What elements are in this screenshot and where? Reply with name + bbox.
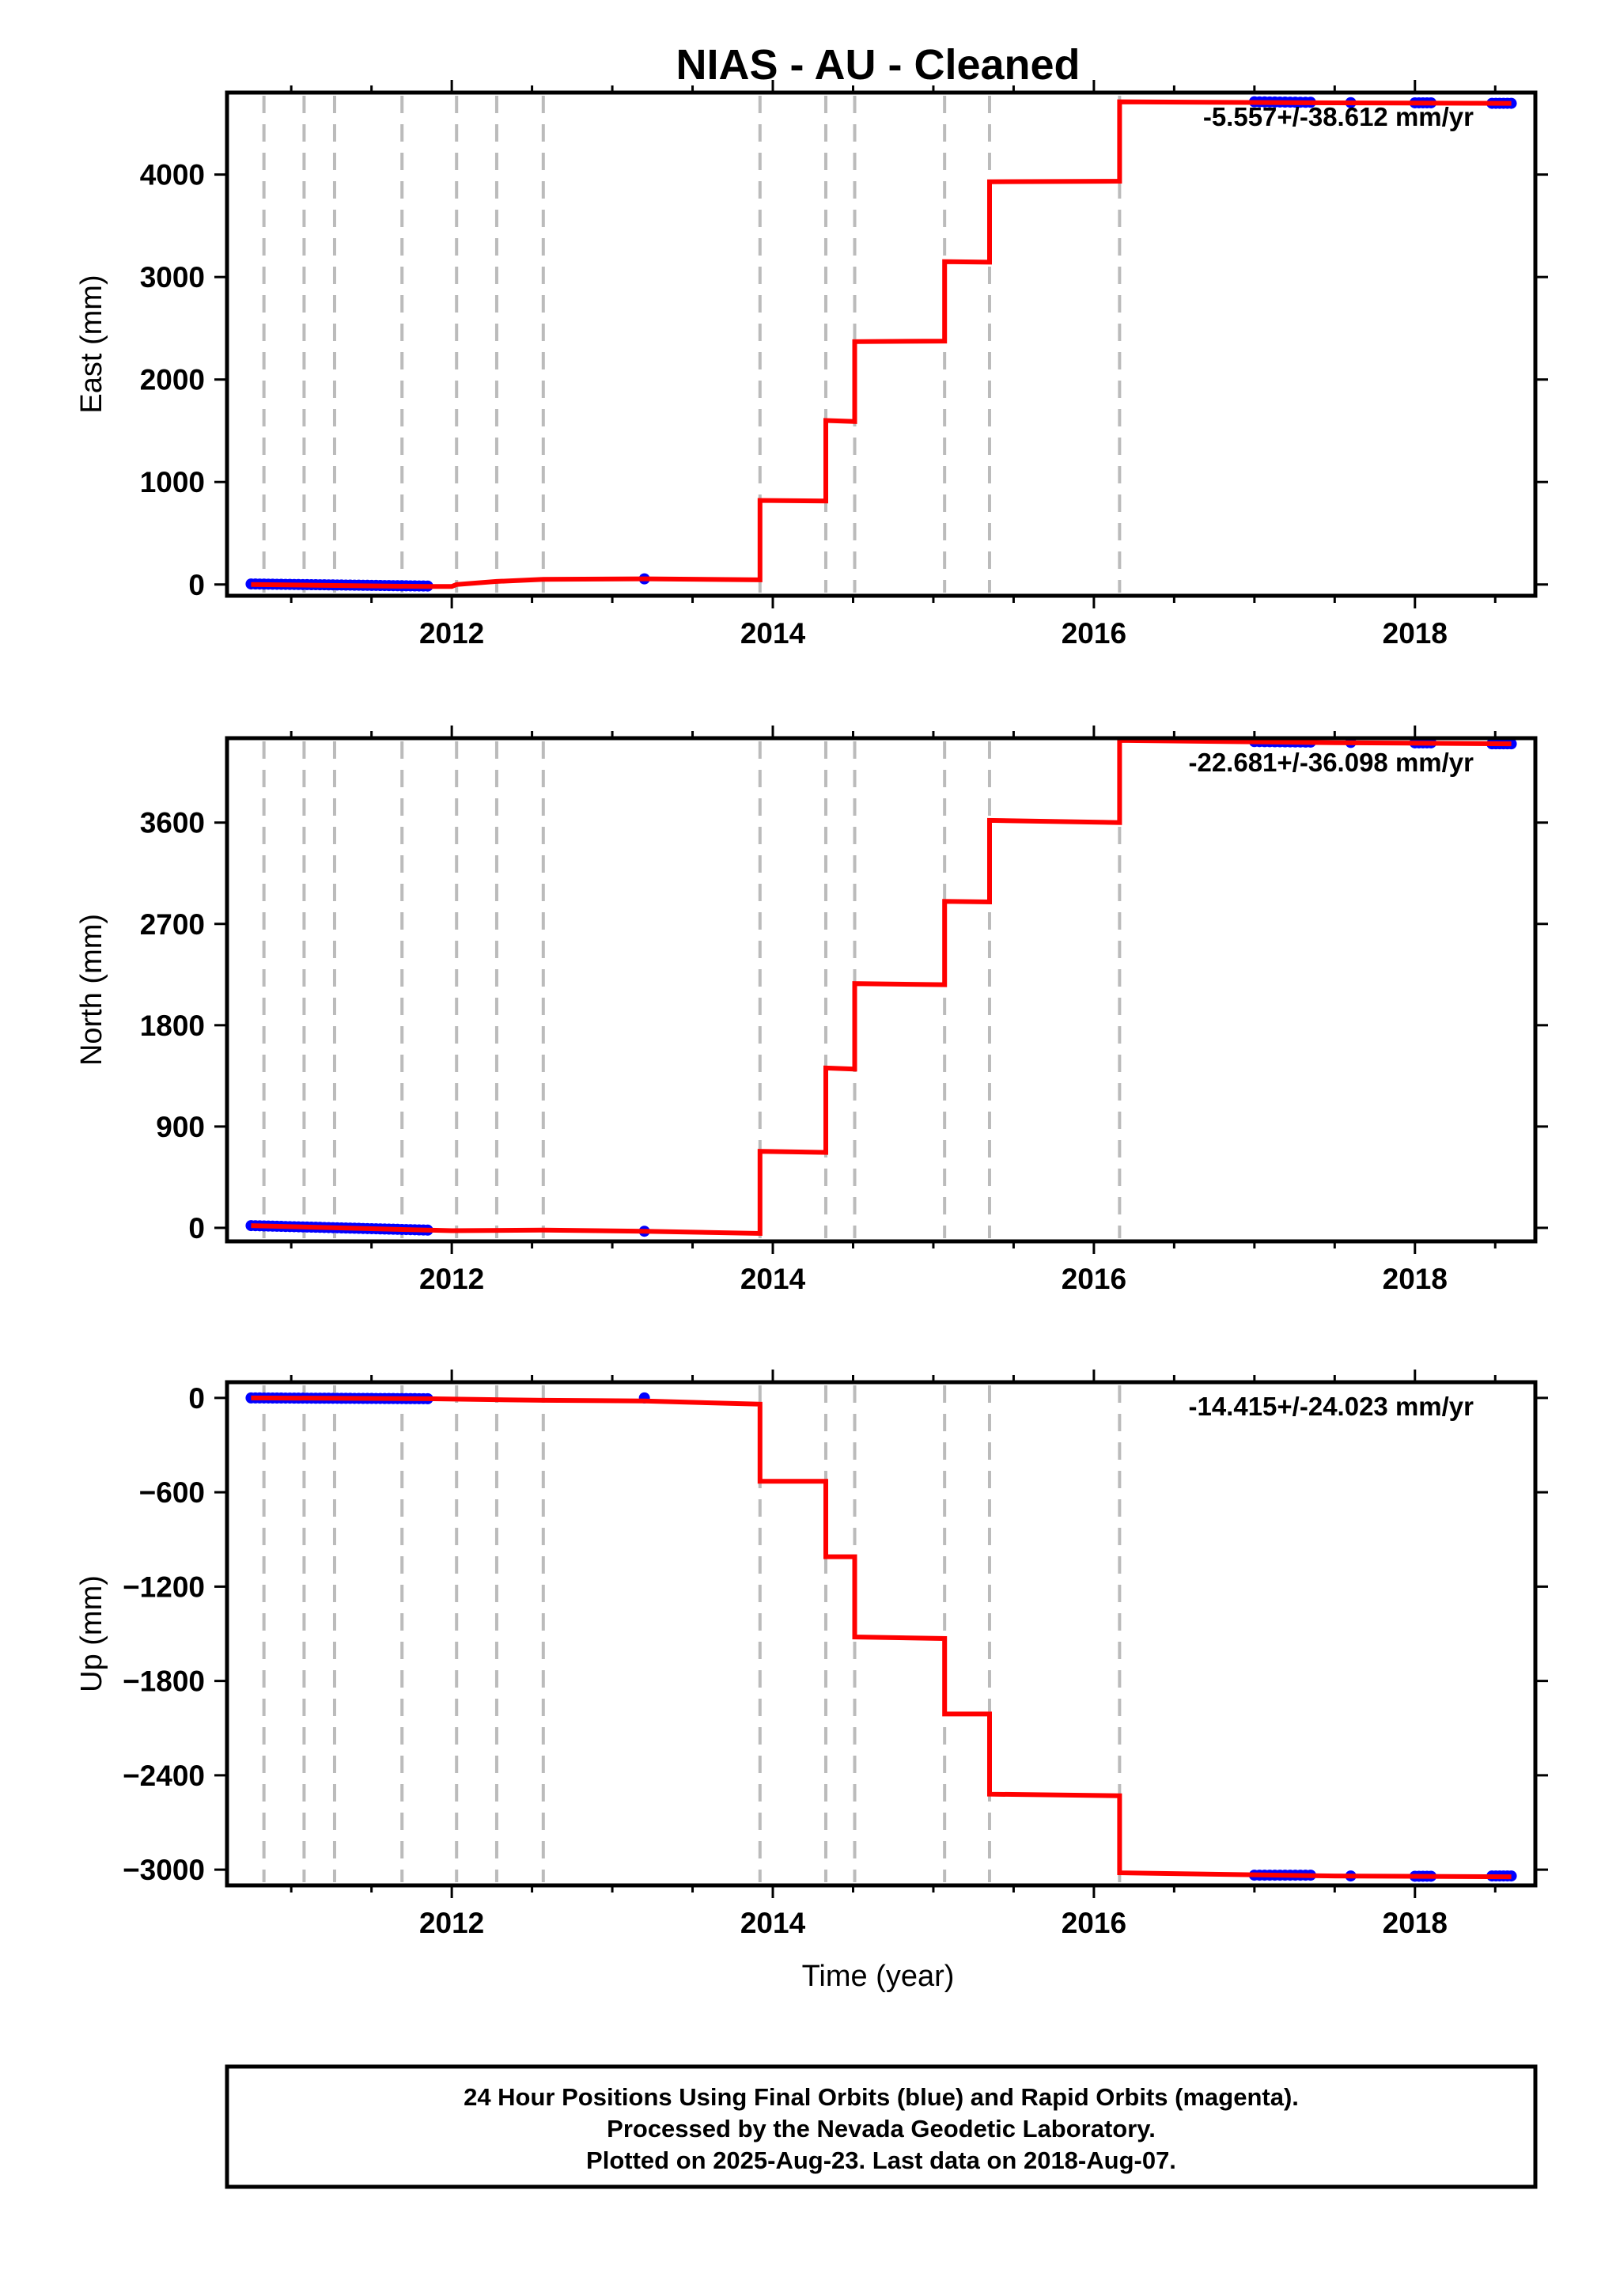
east-y-axis-label: East (mm) xyxy=(75,275,108,413)
up-x-tick-label: 2018 xyxy=(1383,1907,1448,1939)
north-y-axis-label: North (mm) xyxy=(75,914,108,1066)
east-x-tick-label: 2014 xyxy=(740,617,806,650)
north-x-tick-label: 2012 xyxy=(419,1263,484,1295)
footer-line-3: Plotted on 2025-Aug-23. Last data on 201… xyxy=(586,2146,1176,2174)
up-y-axis-label: Up (mm) xyxy=(75,1575,108,1692)
up-x-tick-label: 2014 xyxy=(740,1907,806,1939)
up-y-tick-label: −3000 xyxy=(123,1854,205,1886)
north-plot-frame xyxy=(225,736,1538,1244)
north-y-tick-label: 900 xyxy=(156,1111,205,1143)
east-panel: 2012 2014 2016 2018 0 1000 2000 3000 4000 East (m… xyxy=(75,80,1548,650)
east-x-tick-label: 2012 xyxy=(419,617,484,650)
east-y-tick-label: 1000 xyxy=(140,466,205,498)
north-panel: 2012 2014 2016 2018 0 900 1800 2700 3600 North (m… xyxy=(75,726,1548,1295)
up-y-tick-label: −1200 xyxy=(123,1570,205,1603)
footer-line-2: Processed by the Nevada Geodetic Laborat… xyxy=(607,2115,1156,2143)
north-y-tick-label: 2700 xyxy=(140,908,205,941)
east-x-tick-label: 2016 xyxy=(1062,617,1126,650)
up-model-line xyxy=(251,1395,1512,1880)
up-y-tick-label: −2400 xyxy=(123,1760,205,1792)
east-y-tick-label: 4000 xyxy=(140,159,205,191)
up-x-tick-label: 2016 xyxy=(1062,1907,1126,1939)
up-panel: 2012 2014 2016 2018 0 −600 −1200 −1800 −2400 −300… xyxy=(75,1370,1548,1939)
east-y-tick-label: 3000 xyxy=(140,261,205,294)
east-y-tick-label: 0 xyxy=(188,569,205,601)
up-rate-label: -14.415+/-24.023 mm/yr xyxy=(1188,1392,1474,1421)
east-model-line xyxy=(251,99,1512,589)
east-y-tick-label: 2000 xyxy=(140,364,205,396)
up-y-tick-label: −600 xyxy=(139,1476,205,1509)
up-plot-frame xyxy=(225,1380,1538,1888)
east-x-tick-label: 2018 xyxy=(1383,617,1448,650)
up-x-tick-label: 2012 xyxy=(419,1907,484,1939)
north-rate-label: -22.681+/-36.098 mm/yr xyxy=(1188,748,1474,777)
north-y-tick-label: 3600 xyxy=(140,807,205,839)
north-x-tick-label: 2014 xyxy=(740,1263,806,1295)
north-y-tick-label: 0 xyxy=(188,1212,205,1245)
north-y-tick-label: 1800 xyxy=(140,1010,205,1042)
up-y-tick-label: 0 xyxy=(188,1382,205,1415)
north-x-tick-label: 2016 xyxy=(1062,1263,1126,1295)
north-x-tick-label: 2018 xyxy=(1383,1263,1448,1295)
east-rate-label: -5.557+/-38.612 mm/yr xyxy=(1203,102,1474,131)
footer-line-1: 24 Hour Positions Using Final Orbits (bl… xyxy=(464,2083,1299,2111)
x-axis-label: Time (year) xyxy=(802,1960,955,1993)
east-plot-frame xyxy=(225,90,1538,598)
footer-box: 24 Hour Positions Using Final Orbits (bl… xyxy=(225,2064,1538,2189)
figure-title: NIAS - AU - Cleaned xyxy=(676,41,1080,89)
north-model-line xyxy=(251,738,1512,1237)
up-y-tick-label: −1800 xyxy=(123,1665,205,1698)
